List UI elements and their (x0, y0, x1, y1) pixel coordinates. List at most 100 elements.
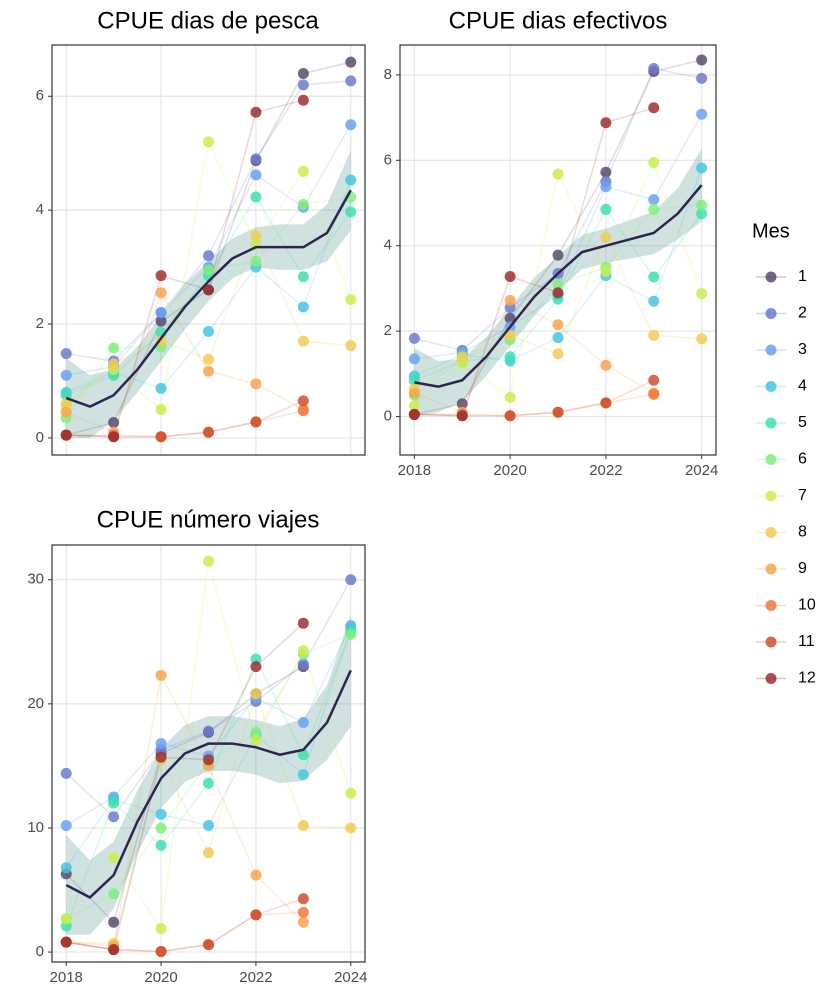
data-point (297, 335, 309, 347)
legend-label: 3 (798, 341, 807, 358)
y-tick-label: 0 (384, 408, 392, 425)
x-tick-label: 2024 (334, 969, 367, 986)
legend-label: 1 (798, 268, 807, 285)
data-point (60, 406, 72, 418)
x-tick-label: 2018 (50, 969, 83, 986)
data-point (345, 340, 357, 352)
y-tick-label: 30 (27, 571, 44, 588)
data-point (600, 265, 612, 277)
data-point (504, 391, 516, 403)
data-point (155, 315, 167, 327)
data-point (408, 400, 420, 412)
series-line (66, 99, 304, 438)
data-point (250, 191, 262, 203)
legend-marker (765, 490, 777, 502)
x-tick-label: 2018 (398, 462, 431, 479)
legend-label: 5 (798, 414, 807, 431)
data-point (345, 574, 357, 586)
data-point (108, 342, 120, 354)
trend-line (65, 669, 352, 899)
data-point (552, 249, 564, 261)
data-point (108, 358, 120, 370)
series-line (66, 400, 304, 438)
data-point (155, 922, 167, 934)
series-line (414, 379, 655, 417)
data-point (552, 406, 564, 418)
series-line (65, 665, 304, 924)
y-tick-label: 2 (36, 315, 44, 332)
data-point (250, 169, 262, 181)
data-point (155, 945, 167, 957)
data-point (250, 869, 262, 881)
data-point (552, 168, 564, 180)
series-line (66, 911, 304, 953)
confidence-band (66, 614, 351, 935)
data-point (250, 106, 262, 118)
y-tick-label: 6 (36, 87, 44, 104)
data-point (297, 67, 309, 79)
data-point (504, 294, 516, 306)
data-point (600, 181, 612, 193)
legend-label: 7 (798, 487, 807, 504)
data-point (60, 398, 72, 410)
data-point (155, 808, 167, 820)
data-point (648, 62, 660, 74)
data-point (60, 429, 72, 441)
data-point (203, 777, 214, 789)
data-point (297, 658, 309, 670)
data-point (297, 395, 309, 407)
data-point (696, 108, 708, 120)
data-point (504, 410, 516, 422)
data-point (250, 661, 262, 673)
data-point (60, 862, 72, 874)
data-point (648, 203, 660, 215)
legend-label: 10 (798, 597, 816, 614)
data-point (250, 909, 262, 921)
data-point (297, 405, 309, 417)
data-point (203, 325, 214, 337)
panel-border (51, 544, 366, 963)
data-point (297, 94, 309, 106)
data-point (203, 264, 214, 276)
y-tick-label: 6 (384, 151, 392, 168)
data-point (155, 382, 167, 394)
data-point (297, 301, 309, 313)
data-point (203, 250, 214, 262)
data-point (648, 295, 660, 307)
data-point (60, 819, 72, 831)
data-point (297, 769, 309, 781)
data-point (648, 388, 660, 400)
data-point (250, 153, 262, 165)
data-point (696, 288, 708, 300)
y-tick-label: 0 (36, 943, 44, 960)
x-tick-label: 2024 (685, 462, 718, 479)
y-tick-label: 4 (36, 201, 44, 218)
series-line (66, 622, 304, 951)
data-point (108, 916, 120, 928)
data-point (345, 119, 357, 131)
legend-marker (765, 636, 777, 648)
data-point (696, 208, 708, 220)
data-point (108, 431, 120, 443)
data-point (504, 329, 516, 341)
data-point (203, 939, 214, 951)
data-point (203, 136, 214, 148)
data-point (345, 206, 357, 218)
data-point (155, 669, 167, 681)
y-tick-label: 2 (384, 322, 392, 339)
data-point (345, 822, 357, 834)
data-point (297, 819, 309, 831)
data-point (155, 822, 167, 834)
data-point (60, 348, 72, 360)
data-point (600, 231, 612, 243)
data-point (108, 852, 120, 864)
data-point (60, 936, 72, 948)
legend-label: 11 (798, 633, 815, 650)
x-tick-label: 2022 (589, 462, 622, 479)
data-point (108, 797, 120, 809)
data-point (552, 278, 564, 290)
data-point (408, 387, 420, 399)
data-point (203, 365, 214, 377)
data-point (696, 72, 708, 84)
